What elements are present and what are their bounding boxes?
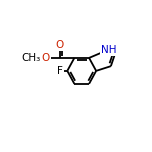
Text: NH: NH	[101, 45, 116, 55]
Text: CH₃: CH₃	[22, 53, 41, 63]
Text: O: O	[41, 53, 50, 63]
Text: F: F	[57, 66, 63, 76]
Text: O: O	[55, 40, 64, 50]
